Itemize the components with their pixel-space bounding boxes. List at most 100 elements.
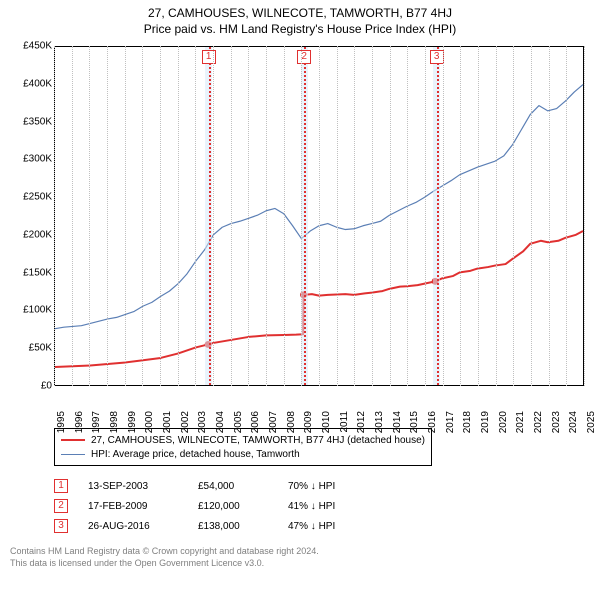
x-gridline xyxy=(566,46,567,386)
x-axis-tick-label: 2008 xyxy=(286,411,297,433)
marker-table: 1 13-SEP-2003 £54,000 70% ↓ HPI 2 17-FEB-2009… xyxy=(54,476,590,536)
x-gridline xyxy=(319,46,320,386)
footer-line2: This data is licensed under the Open Gov… xyxy=(10,558,590,570)
x-axis-tick-label: 2005 xyxy=(233,411,244,433)
x-gridline xyxy=(231,46,232,386)
marker-date: 26-AUG-2016 xyxy=(88,521,178,532)
x-axis-tick-label: 2015 xyxy=(409,411,420,433)
x-axis-tick-label: 2012 xyxy=(356,411,367,433)
x-gridline xyxy=(337,46,338,386)
x-gridline xyxy=(284,46,285,386)
x-axis-tick-label: 2014 xyxy=(392,411,403,433)
x-axis-tick-label: 2004 xyxy=(215,411,226,433)
legend-swatch xyxy=(61,439,85,441)
legend: 27, CAMHOUSES, WILNECOTE, TAMWORTH, B77 … xyxy=(54,428,432,466)
marker-date: 13-SEP-2003 xyxy=(88,481,178,492)
x-axis-tick-label: 2001 xyxy=(162,411,173,433)
chart-area: 123 £0£50K£100K£150K£200K£250K£300K£350K… xyxy=(10,42,590,422)
x-gridline xyxy=(54,46,55,386)
x-axis-tick-label: 2000 xyxy=(144,411,155,433)
x-gridline xyxy=(460,46,461,386)
x-gridline xyxy=(443,46,444,386)
x-axis-tick-label: 1999 xyxy=(127,411,138,433)
y-axis-tick-label: £450K xyxy=(10,41,52,52)
y-axis-tick-label: £400K xyxy=(10,78,52,89)
x-axis-tick-label: 2024 xyxy=(568,411,579,433)
marker-num-box: 1 xyxy=(54,479,68,493)
x-axis-tick-label: 2003 xyxy=(197,411,208,433)
legend-label: HPI: Average price, detached house, Tamw… xyxy=(91,449,300,460)
x-gridline xyxy=(266,46,267,386)
x-gridline xyxy=(478,46,479,386)
y-axis-tick-label: £150K xyxy=(10,267,52,278)
x-axis-tick-label: 2018 xyxy=(462,411,473,433)
x-gridline xyxy=(125,46,126,386)
y-axis-tick-label: £50K xyxy=(10,343,52,354)
x-gridline xyxy=(89,46,90,386)
y-axis-tick-label: £0 xyxy=(10,381,52,392)
marker-num-box: 2 xyxy=(54,499,68,513)
legend-swatch xyxy=(61,454,85,455)
x-axis-tick-label: 1998 xyxy=(109,411,120,433)
y-axis-tick-label: £200K xyxy=(10,229,52,240)
marker-table-row: 3 26-AUG-2016 £138,000 47% ↓ HPI xyxy=(54,516,590,536)
x-gridline xyxy=(301,46,302,386)
y-axis-tick-label: £100K xyxy=(10,305,52,316)
x-gridline xyxy=(390,46,391,386)
event-marker-box: 2 xyxy=(297,50,311,64)
x-gridline xyxy=(160,46,161,386)
marker-delta: 70% ↓ HPI xyxy=(288,481,378,492)
x-axis-tick-label: 2002 xyxy=(180,411,191,433)
y-axis-tick-label: £250K xyxy=(10,192,52,203)
x-gridline xyxy=(107,46,108,386)
footer-attribution: Contains HM Land Registry data © Crown c… xyxy=(10,546,590,569)
x-axis-tick-label: 2020 xyxy=(498,411,509,433)
x-gridline xyxy=(178,46,179,386)
event-vline xyxy=(209,47,211,385)
marker-num-box: 3 xyxy=(54,519,68,533)
x-gridline xyxy=(425,46,426,386)
x-axis-tick-label: 1997 xyxy=(91,411,102,433)
x-axis-tick-label: 2016 xyxy=(427,411,438,433)
event-marker-box: 3 xyxy=(430,50,444,64)
x-gridline xyxy=(195,46,196,386)
x-gridline xyxy=(142,46,143,386)
x-gridline xyxy=(549,46,550,386)
x-axis-tick-label: 2025 xyxy=(586,411,597,433)
legend-label: 27, CAMHOUSES, WILNECOTE, TAMWORTH, B77 … xyxy=(91,435,425,446)
marker-price: £54,000 xyxy=(198,481,268,492)
x-gridline xyxy=(531,46,532,386)
marker-delta: 41% ↓ HPI xyxy=(288,501,378,512)
x-gridline xyxy=(513,46,514,386)
x-axis-tick-label: 1995 xyxy=(56,411,67,433)
x-gridline xyxy=(372,46,373,386)
x-gridline xyxy=(407,46,408,386)
x-axis-tick-label: 2009 xyxy=(303,411,314,433)
x-axis-tick-label: 1996 xyxy=(74,411,85,433)
x-gridline xyxy=(354,46,355,386)
x-gridline xyxy=(584,46,585,386)
legend-row: 27, CAMHOUSES, WILNECOTE, TAMWORTH, B77 … xyxy=(61,433,425,447)
event-vline xyxy=(304,47,306,385)
marker-date: 17-FEB-2009 xyxy=(88,501,178,512)
x-axis-tick-label: 2007 xyxy=(268,411,279,433)
marker-table-row: 2 17-FEB-2009 £120,000 41% ↓ HPI xyxy=(54,496,590,516)
x-axis-tick-label: 2019 xyxy=(480,411,491,433)
footer-line1: Contains HM Land Registry data © Crown c… xyxy=(10,546,590,558)
y-axis-tick-label: £350K xyxy=(10,116,52,127)
x-axis-tick-label: 2022 xyxy=(533,411,544,433)
x-axis-tick-label: 2006 xyxy=(250,411,261,433)
x-gridline xyxy=(496,46,497,386)
marker-price: £120,000 xyxy=(198,501,268,512)
marker-price: £138,000 xyxy=(198,521,268,532)
x-axis-tick-label: 2017 xyxy=(445,411,456,433)
marker-delta: 47% ↓ HPI xyxy=(288,521,378,532)
x-axis-tick-label: 2011 xyxy=(339,411,350,433)
x-gridline xyxy=(248,46,249,386)
chart-title-address: 27, CAMHOUSES, WILNECOTE, TAMWORTH, B77 … xyxy=(10,6,590,20)
x-axis-tick-label: 2021 xyxy=(515,411,526,433)
y-axis-tick-label: £300K xyxy=(10,154,52,165)
x-axis-tick-label: 2013 xyxy=(374,411,385,433)
legend-row: HPI: Average price, detached house, Tamw… xyxy=(61,447,425,461)
x-gridline xyxy=(213,46,214,386)
